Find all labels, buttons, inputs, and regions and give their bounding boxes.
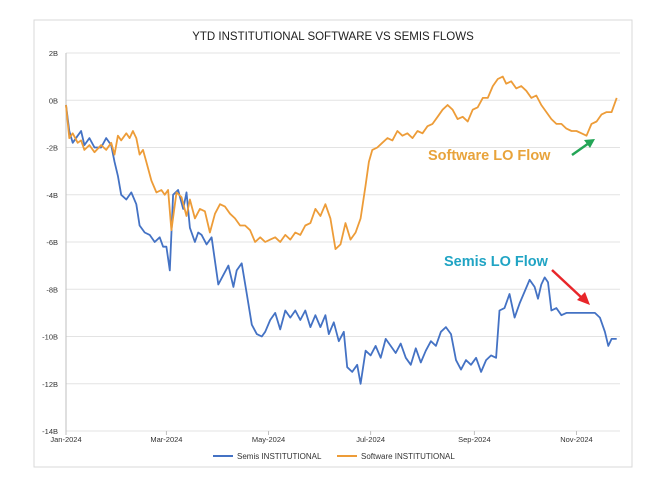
- chart-title: YTD INSTITUTIONAL SOFTWARE VS SEMIS FLOW…: [192, 31, 474, 43]
- y-tick-label: -12B: [42, 380, 58, 389]
- y-tick-label: -10B: [42, 333, 58, 342]
- chart-border: [33, 19, 633, 468]
- legend-label-software: Software INSTITUTIONAL: [361, 452, 455, 461]
- software-annotation: Software LO Flow: [428, 139, 595, 164]
- software-line: [65, 75, 618, 250]
- y-axis-ticks: 2B 0B -2B -4B -6B -8B -10B -12B -14B: [42, 49, 58, 436]
- legend-label-semis: Semis INSTITUTIONAL: [237, 452, 322, 461]
- chart-legend: Semis INSTITUTIONAL Software INSTITUTION…: [213, 452, 455, 461]
- semis-lo-flow-label: Semis LO Flow: [444, 254, 549, 270]
- semis-line: [65, 104, 617, 385]
- x-tick-label: Nov-2024: [560, 435, 593, 444]
- x-tick-label: Mar-2024: [150, 435, 182, 444]
- software-lo-flow-label: Software LO Flow: [428, 148, 551, 164]
- green-arrow-icon: [584, 139, 595, 148]
- y-tick-label: -6B: [46, 238, 58, 247]
- x-tick-label: Sep-2024: [458, 435, 491, 444]
- y-tick-label: 0B: [49, 96, 58, 105]
- x-axis-ticks: Jan-2024 Mar-2024 May-2024 Jul-2024 Sep-2024…: [50, 431, 593, 444]
- y-tick-label: -4B: [46, 191, 58, 200]
- gridlines: [66, 52, 620, 432]
- y-tick-label: -2B: [46, 144, 58, 153]
- red-arrow-shaft: [551, 269, 583, 299]
- y-tick-label: 2B: [49, 49, 58, 58]
- x-tick-label: Jan-2024: [50, 435, 81, 444]
- green-arrow-shaft: [571, 141, 590, 157]
- y-tick-label: -8B: [46, 285, 58, 294]
- series-lines: [65, 75, 618, 385]
- red-arrow-icon: [577, 292, 590, 305]
- y-tick-label: -14B: [42, 427, 58, 436]
- x-tick-label: Jul-2024: [356, 435, 385, 444]
- semis-annotation: Semis LO Flow: [444, 254, 590, 305]
- x-tick-label: May-2024: [252, 435, 285, 444]
